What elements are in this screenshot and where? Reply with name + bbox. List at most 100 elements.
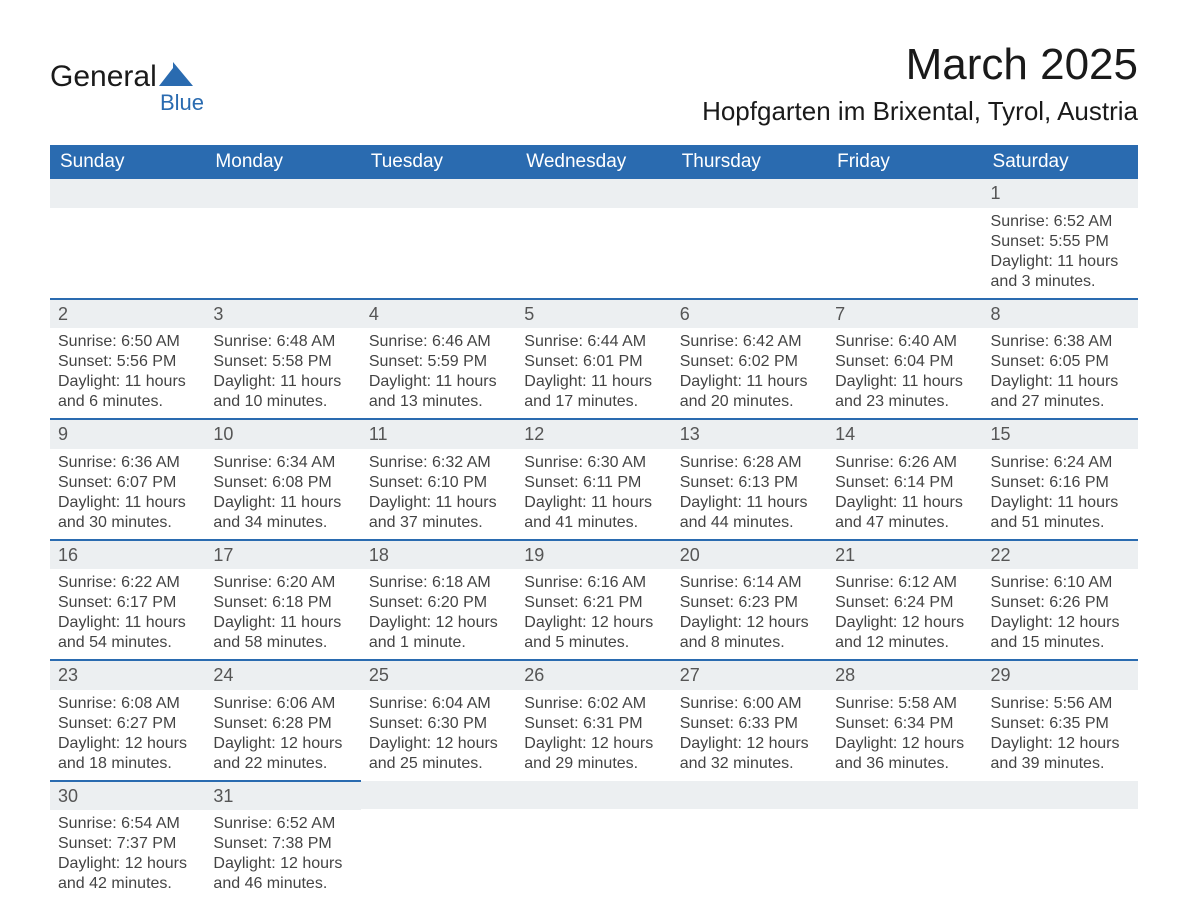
sunset-text: Sunset: 5:56 PM — [58, 352, 197, 372]
sunset-text: Sunset: 6:33 PM — [680, 714, 819, 734]
sunset-text: Sunset: 6:18 PM — [213, 593, 352, 613]
day-content: Sunrise: 6:08 AMSunset: 6:27 PMDaylight:… — [50, 690, 205, 780]
day-content: Sunrise: 6:18 AMSunset: 6:20 PMDaylight:… — [361, 569, 516, 659]
day-content: Sunrise: 6:12 AMSunset: 6:24 PMDaylight:… — [827, 569, 982, 659]
daylight-text: Daylight: 12 hours and 15 minutes. — [991, 613, 1130, 653]
title-block: March 2025 Hopfgarten im Brixental, Tyro… — [702, 40, 1138, 127]
sunset-text: Sunset: 6:31 PM — [524, 714, 663, 734]
calendar-day-cell: 8Sunrise: 6:38 AMSunset: 6:05 PMDaylight… — [983, 299, 1138, 420]
day-number: 26 — [516, 661, 671, 690]
calendar-table: SundayMondayTuesdayWednesdayThursdayFrid… — [50, 145, 1138, 900]
sunrise-text: Sunrise: 6:46 AM — [369, 332, 508, 352]
day-number: 29 — [983, 661, 1138, 690]
sunset-text: Sunset: 6:11 PM — [524, 473, 663, 493]
sunrise-text: Sunrise: 5:56 AM — [991, 694, 1130, 714]
sunset-text: Sunset: 6:28 PM — [213, 714, 352, 734]
sunrise-text: Sunrise: 6:16 AM — [524, 573, 663, 593]
logo-text-bottom: Blue — [160, 90, 204, 116]
calendar-day-cell: 19Sunrise: 6:16 AMSunset: 6:21 PMDayligh… — [516, 540, 671, 661]
day-content: Sunrise: 6:42 AMSunset: 6:02 PMDaylight:… — [672, 328, 827, 418]
calendar-day-cell: 1Sunrise: 6:52 AMSunset: 5:55 PMDaylight… — [983, 179, 1138, 299]
daylight-text: Daylight: 11 hours and 44 minutes. — [680, 493, 819, 533]
day-number: 8 — [983, 300, 1138, 329]
logo-text-top: General — [50, 60, 157, 94]
daylight-text: Daylight: 11 hours and 13 minutes. — [369, 372, 508, 412]
weekday-header: Tuesday — [361, 145, 516, 179]
calendar-day-cell — [672, 179, 827, 299]
daylight-text: Daylight: 11 hours and 27 minutes. — [991, 372, 1130, 412]
sunrise-text: Sunrise: 6:52 AM — [213, 814, 352, 834]
sunset-text: Sunset: 6:26 PM — [991, 593, 1130, 613]
day-content — [827, 208, 982, 218]
calendar-day-cell: 4Sunrise: 6:46 AMSunset: 5:59 PMDaylight… — [361, 299, 516, 420]
day-number: 30 — [50, 782, 205, 811]
day-number: 31 — [205, 782, 360, 811]
day-number: 15 — [983, 420, 1138, 449]
day-number: 16 — [50, 541, 205, 570]
day-content: Sunrise: 6:52 AMSunset: 7:38 PMDaylight:… — [205, 810, 360, 900]
daylight-text: Daylight: 12 hours and 18 minutes. — [58, 734, 197, 774]
sunrise-text: Sunrise: 6:20 AM — [213, 573, 352, 593]
day-content: Sunrise: 6:14 AMSunset: 6:23 PMDaylight:… — [672, 569, 827, 659]
day-number: 9 — [50, 420, 205, 449]
day-content — [205, 208, 360, 218]
daylight-text: Daylight: 12 hours and 29 minutes. — [524, 734, 663, 774]
day-number: 5 — [516, 300, 671, 329]
sunrise-text: Sunrise: 6:48 AM — [213, 332, 352, 352]
weekday-header: Sunday — [50, 145, 205, 179]
day-content: Sunrise: 6:54 AMSunset: 7:37 PMDaylight:… — [50, 810, 205, 900]
day-content — [672, 809, 827, 819]
sunset-text: Sunset: 6:04 PM — [835, 352, 974, 372]
daylight-text: Daylight: 11 hours and 41 minutes. — [524, 493, 663, 533]
logo-icon — [159, 62, 195, 93]
daylight-text: Daylight: 11 hours and 47 minutes. — [835, 493, 974, 533]
day-number — [361, 179, 516, 208]
day-content — [361, 208, 516, 218]
sunset-text: Sunset: 6:35 PM — [991, 714, 1130, 734]
sunrise-text: Sunrise: 5:58 AM — [835, 694, 974, 714]
sunset-text: Sunset: 6:13 PM — [680, 473, 819, 493]
day-content: Sunrise: 6:50 AMSunset: 5:56 PMDaylight:… — [50, 328, 205, 418]
day-number: 23 — [50, 661, 205, 690]
sunset-text: Sunset: 6:30 PM — [369, 714, 508, 734]
day-content: Sunrise: 5:58 AMSunset: 6:34 PMDaylight:… — [827, 690, 982, 780]
day-number: 4 — [361, 300, 516, 329]
day-number: 10 — [205, 420, 360, 449]
day-number — [516, 781, 671, 810]
weekday-header: Saturday — [983, 145, 1138, 179]
calendar-day-cell: 17Sunrise: 6:20 AMSunset: 6:18 PMDayligh… — [205, 540, 360, 661]
day-content: Sunrise: 6:30 AMSunset: 6:11 PMDaylight:… — [516, 449, 671, 539]
calendar-day-cell: 7Sunrise: 6:40 AMSunset: 6:04 PMDaylight… — [827, 299, 982, 420]
calendar-day-cell: 29Sunrise: 5:56 AMSunset: 6:35 PMDayligh… — [983, 660, 1138, 781]
day-content — [827, 809, 982, 819]
sunrise-text: Sunrise: 6:14 AM — [680, 573, 819, 593]
calendar-day-cell: 24Sunrise: 6:06 AMSunset: 6:28 PMDayligh… — [205, 660, 360, 781]
calendar-day-cell: 5Sunrise: 6:44 AMSunset: 6:01 PMDaylight… — [516, 299, 671, 420]
day-number: 19 — [516, 541, 671, 570]
sunrise-text: Sunrise: 6:34 AM — [213, 453, 352, 473]
daylight-text: Daylight: 11 hours and 30 minutes. — [58, 493, 197, 533]
daylight-text: Daylight: 11 hours and 34 minutes. — [213, 493, 352, 533]
day-content: Sunrise: 6:44 AMSunset: 6:01 PMDaylight:… — [516, 328, 671, 418]
day-number — [50, 179, 205, 208]
calendar-day-cell: 3Sunrise: 6:48 AMSunset: 5:58 PMDaylight… — [205, 299, 360, 420]
day-content — [50, 208, 205, 218]
daylight-text: Daylight: 12 hours and 8 minutes. — [680, 613, 819, 653]
day-content: Sunrise: 6:00 AMSunset: 6:33 PMDaylight:… — [672, 690, 827, 780]
day-number: 7 — [827, 300, 982, 329]
day-content: Sunrise: 6:22 AMSunset: 6:17 PMDaylight:… — [50, 569, 205, 659]
page-subtitle: Hopfgarten im Brixental, Tyrol, Austria — [702, 96, 1138, 127]
daylight-text: Daylight: 12 hours and 25 minutes. — [369, 734, 508, 774]
weekday-header-row: SundayMondayTuesdayWednesdayThursdayFrid… — [50, 145, 1138, 179]
calendar-day-cell: 23Sunrise: 6:08 AMSunset: 6:27 PMDayligh… — [50, 660, 205, 781]
sunrise-text: Sunrise: 6:30 AM — [524, 453, 663, 473]
sunset-text: Sunset: 6:14 PM — [835, 473, 974, 493]
day-number: 22 — [983, 541, 1138, 570]
calendar-week-row: 30Sunrise: 6:54 AMSunset: 7:37 PMDayligh… — [50, 781, 1138, 901]
sunrise-text: Sunrise: 6:02 AM — [524, 694, 663, 714]
sunrise-text: Sunrise: 6:24 AM — [991, 453, 1130, 473]
sunrise-text: Sunrise: 6:42 AM — [680, 332, 819, 352]
daylight-text: Daylight: 12 hours and 22 minutes. — [213, 734, 352, 774]
calendar-week-row: 1Sunrise: 6:52 AMSunset: 5:55 PMDaylight… — [50, 179, 1138, 299]
calendar-day-cell — [205, 179, 360, 299]
